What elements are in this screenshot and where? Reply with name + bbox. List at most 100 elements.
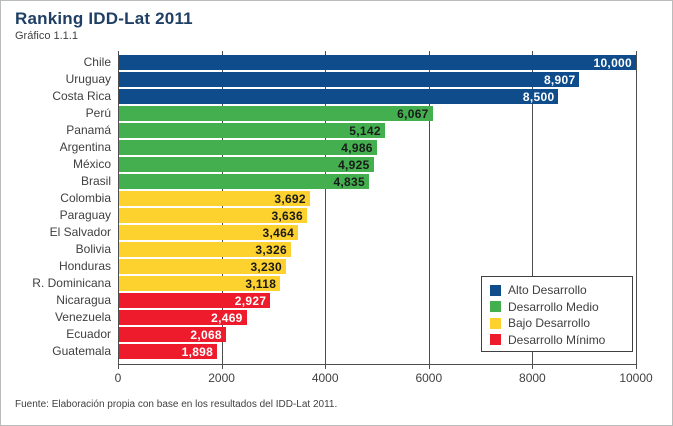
x-axis-tick [118, 365, 119, 369]
bar: 3,326 [119, 242, 291, 257]
legend-items: Alto Desarrollo Desarrollo Medio Bajo Desa… [490, 283, 628, 347]
gridline [428, 51, 430, 364]
x-axis-tick-label: 10000 [619, 371, 653, 385]
bar: 4,986 [119, 140, 377, 155]
x-axis-tick [636, 365, 637, 369]
bar-row: 2,068 [119, 327, 636, 344]
bar-row: 1,898 [119, 344, 636, 361]
category-label: Brasil [80, 174, 111, 188]
category-label: Costa Rica [52, 89, 111, 103]
bar: 8,907 [119, 72, 580, 87]
bar-row: 4,986 [119, 140, 636, 157]
bar: 4,925 [119, 157, 374, 172]
bar: 6,067 [119, 106, 433, 121]
bar-row: 6,067 [119, 106, 636, 123]
gridline [325, 51, 327, 364]
category-label: Uruguay [65, 72, 111, 86]
bar-row: 4,925 [119, 157, 636, 174]
legend-label: Alto Desarrollo [508, 283, 587, 297]
category-label: Venezuela [54, 310, 111, 324]
bar-row: 4,835 [119, 174, 636, 191]
x-axis-tick [221, 365, 223, 369]
bar: 1,898 [119, 344, 218, 359]
legend-label: Desarrollo Medio [508, 299, 599, 314]
plot-area [118, 51, 637, 365]
bar: 2,469 [119, 310, 247, 325]
legend-label: Desarrollo Mínimo [508, 332, 606, 347]
gridline [532, 51, 534, 364]
x-axis-tick [532, 365, 534, 369]
bar-value-label: 6,067 [397, 106, 429, 121]
bar: 3,692 [119, 191, 310, 206]
bar: 4,835 [119, 174, 369, 189]
category-label: Perú [85, 106, 111, 120]
category-label: Colombia [60, 191, 111, 205]
bar-value-label: 5,142 [349, 123, 381, 138]
category-label: Chile [83, 55, 111, 69]
bar-value-label: 10,000 [593, 55, 632, 70]
category-label: Paraguay [59, 208, 111, 222]
category-label: R. Dominicana [32, 276, 111, 290]
category-labels: Chile Uruguay Costa Rica Perú Panamá Argentin… [1, 55, 111, 361]
bar: 8,500 [119, 89, 559, 104]
category-label: Guatemala [52, 344, 111, 358]
legend-swatch [490, 284, 501, 296]
category-label: Argentina [59, 140, 111, 154]
legend-swatch [490, 334, 501, 346]
category-label: Nicaragua [56, 293, 111, 307]
bar: 10,000 [119, 55, 636, 70]
bar-value-label: 3,230 [250, 259, 282, 274]
x-axis-tick [428, 365, 430, 369]
bar-value-label: 4,925 [338, 157, 370, 172]
x-axis-tick-label: 4000 [311, 371, 339, 385]
bar-row: 2,469 [119, 310, 636, 327]
gridline [636, 51, 637, 364]
bars: 10,000 8,907 8,500 6,067 5,142 4,986 4,925 4,83… [119, 55, 636, 361]
bar-value-label: 3,692 [274, 191, 306, 206]
legend-label: Bajo Desarrollo [508, 316, 591, 331]
x-axis-tick-label: 6000 [415, 371, 443, 385]
x-axis-tick-label: 8000 [519, 371, 546, 385]
bar: 2,068 [119, 327, 226, 342]
category-label: Panamá [66, 123, 111, 137]
bar-value-label: 8,907 [543, 72, 576, 87]
bar-row: 10,000 [119, 55, 636, 72]
bar-value-label: 4,835 [333, 174, 365, 189]
x-axis-tick-label: 0 [114, 371, 122, 385]
bar: 3,118 [119, 276, 281, 291]
bar-row: 3,636 [119, 208, 636, 225]
bar-row: 3,692 [119, 191, 636, 208]
legend: Alto Desarrollo Desarrollo Medio Bajo Desa… [481, 276, 633, 352]
gridline [221, 51, 223, 364]
legend-swatch [490, 301, 501, 313]
bar-row: 3,326 [119, 242, 636, 259]
legend-item: Desarrollo Mínimo [490, 333, 628, 347]
bar-value-label: 3,636 [271, 208, 303, 223]
bar-row: 3,464 [119, 225, 636, 242]
bar-value-label: 8,500 [522, 89, 555, 104]
bar-row: 3,118 [119, 276, 636, 293]
category-label: Ecuador [66, 327, 111, 341]
bar-value-label: 3,326 [255, 242, 287, 257]
category-label: El Salvador [49, 225, 111, 239]
bar-value-label: 2,068 [190, 327, 222, 342]
legend-swatch [490, 317, 501, 329]
x-axis-tick-label: 2000 [208, 371, 235, 385]
source-note: Fuente: Elaboración propia con base en l… [15, 399, 338, 410]
chart-subtitle: Gráfico 1.1.1 [15, 30, 78, 42]
x-axis-tick [325, 365, 327, 369]
category-label: Bolivia [75, 242, 111, 256]
bar-value-label: 2,469 [211, 310, 243, 325]
bar: 3,464 [119, 225, 299, 240]
bar: 5,142 [119, 123, 385, 138]
bar: 2,927 [119, 293, 271, 308]
bar: 3,230 [119, 259, 286, 274]
category-label: Honduras [58, 259, 111, 273]
bar-row: 3,230 [119, 259, 636, 276]
bar-value-label: 2,927 [234, 293, 267, 308]
bar-value-label: 1,898 [181, 344, 214, 359]
legend-item: Alto Desarrollo [490, 283, 628, 297]
x-axis: 0 2000 4000 6000 8000 10000 [114, 365, 653, 389]
category-label: México [72, 157, 111, 171]
